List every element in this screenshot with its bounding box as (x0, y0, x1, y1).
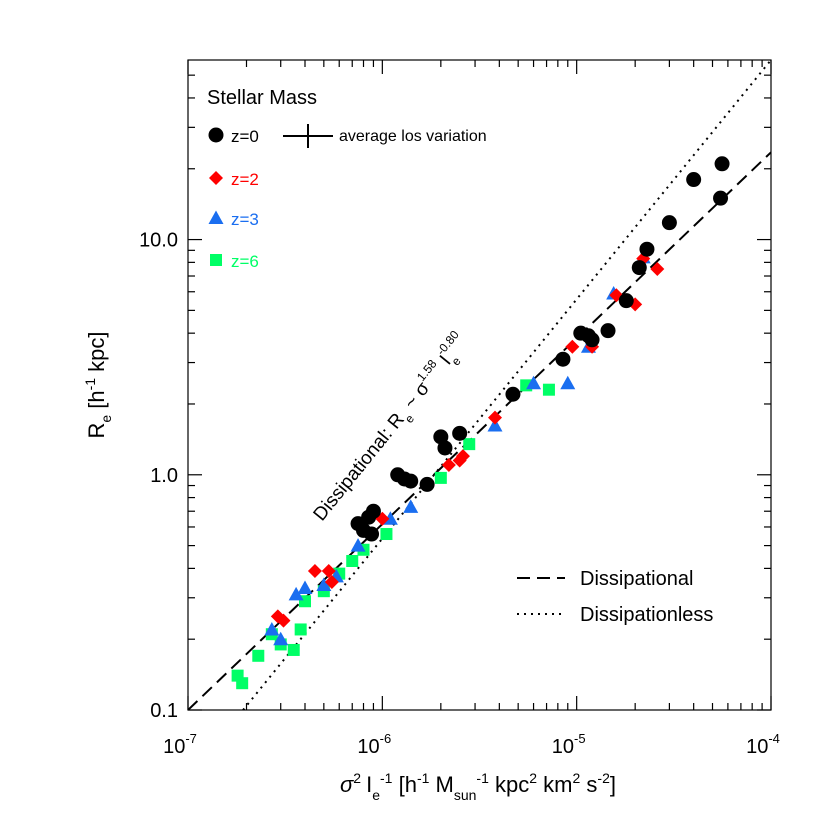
data-point (321, 563, 336, 578)
data-point (403, 473, 419, 489)
data-point (419, 476, 435, 492)
data-point (526, 375, 542, 390)
legend-marker (208, 127, 224, 143)
data-point (350, 538, 366, 552)
data-point (307, 563, 322, 578)
data-point (437, 440, 453, 456)
dissipational-line (188, 151, 771, 710)
data-point (455, 449, 470, 464)
data-point (565, 339, 580, 354)
data-point (452, 425, 468, 441)
data-point (441, 458, 456, 473)
y-tick-labels: 0.1 1.0 10.0 (139, 230, 178, 722)
data-point (434, 471, 447, 484)
legend-dissipationless-label: Dissipationless (580, 604, 713, 626)
svg-text:Re [h-1 kpc]: Re [h-1 kpc] (82, 331, 114, 438)
y-tick-label: 10.0 (139, 230, 178, 252)
legend-label: z=6 (231, 252, 259, 271)
data-point (714, 156, 730, 172)
legend-item-z3: z=3 (208, 210, 259, 229)
data-point (631, 260, 647, 276)
legend: Stellar Mass z=0 z=2 z=3 z=6 average los va… (207, 87, 487, 271)
fit-annotation-text: Dissipational: Re ~ σ1.58 Ie-0.80 (305, 328, 476, 529)
data-point (264, 621, 280, 636)
plot-area: 10-7 10-6 10-5 10-4 0.1 1.0 10.0 (139, 59, 780, 758)
data-point (618, 293, 634, 309)
legend-label: z=3 (231, 210, 259, 229)
data-point (713, 190, 729, 206)
data-point (488, 410, 503, 425)
data-point (487, 418, 503, 432)
y-tick-label: 0.1 (150, 700, 178, 722)
fit-annotation: Dissipational: Re ~ σ1.58 Ie-0.80 (305, 328, 476, 529)
data-point (294, 623, 307, 636)
legend-errorbar-sample (283, 124, 333, 148)
line-legend: Dissipational Dissipationless (517, 568, 713, 626)
data-point (463, 438, 476, 451)
x-tick-label: 10-7 (163, 731, 197, 758)
data-point (380, 528, 393, 541)
data-point (324, 575, 339, 590)
legend-items: z=0 z=2 z=3 z=6 (208, 127, 259, 271)
x-tick-label: 10-6 (357, 731, 391, 758)
axis-ticks (187, 60, 772, 711)
data-point (639, 241, 655, 257)
data-point (276, 613, 291, 628)
data-point (288, 586, 304, 601)
legend-marker (209, 171, 223, 185)
data-point (560, 375, 576, 390)
data-point (650, 261, 665, 276)
y-tick-label: 1.0 (150, 465, 178, 487)
data-point (686, 172, 702, 188)
legend-item-z6: z=6 (210, 252, 259, 271)
x-axis-label: σ2 Ie-1 [h-1 Msun-1 kpc2 km2 s-2] (340, 770, 616, 803)
data-point (584, 332, 600, 348)
data-point (346, 554, 359, 567)
legend-marker (208, 210, 224, 224)
data-point (273, 631, 289, 646)
legend-label: z=2 (231, 170, 259, 189)
series-z6 (231, 379, 555, 690)
model-lines (188, 60, 771, 710)
data-point (252, 649, 265, 662)
data-point (661, 215, 677, 231)
data-point (600, 323, 616, 339)
data-point (403, 499, 419, 513)
plot-frame (187, 59, 772, 711)
legend-item-z0: z=0 (208, 127, 259, 146)
legend-marker (210, 254, 222, 266)
data-point (555, 351, 571, 367)
x-tick-labels: 10-7 10-6 10-5 10-4 (163, 731, 780, 758)
data-point (364, 526, 380, 542)
data-points (231, 156, 730, 690)
legend-item-z2: z=2 (209, 170, 259, 189)
data-point (365, 503, 381, 519)
legend-dissipational-label: Dissipational (580, 568, 693, 590)
data-point (505, 386, 521, 402)
data-point (316, 577, 332, 591)
x-tick-label: 10-4 (746, 731, 780, 758)
series-z0 (350, 156, 730, 542)
data-point (236, 677, 249, 690)
y-axis-label: Re [h-1 kpc] (82, 331, 114, 438)
data-point (542, 383, 555, 396)
x-tick-label: 10-5 (552, 731, 586, 758)
data-point (287, 643, 300, 656)
data-point (297, 580, 313, 595)
legend-errorbar-label: average los variation (339, 128, 487, 145)
legend-title: Stellar Mass (207, 87, 317, 109)
legend-label: z=0 (231, 127, 259, 146)
